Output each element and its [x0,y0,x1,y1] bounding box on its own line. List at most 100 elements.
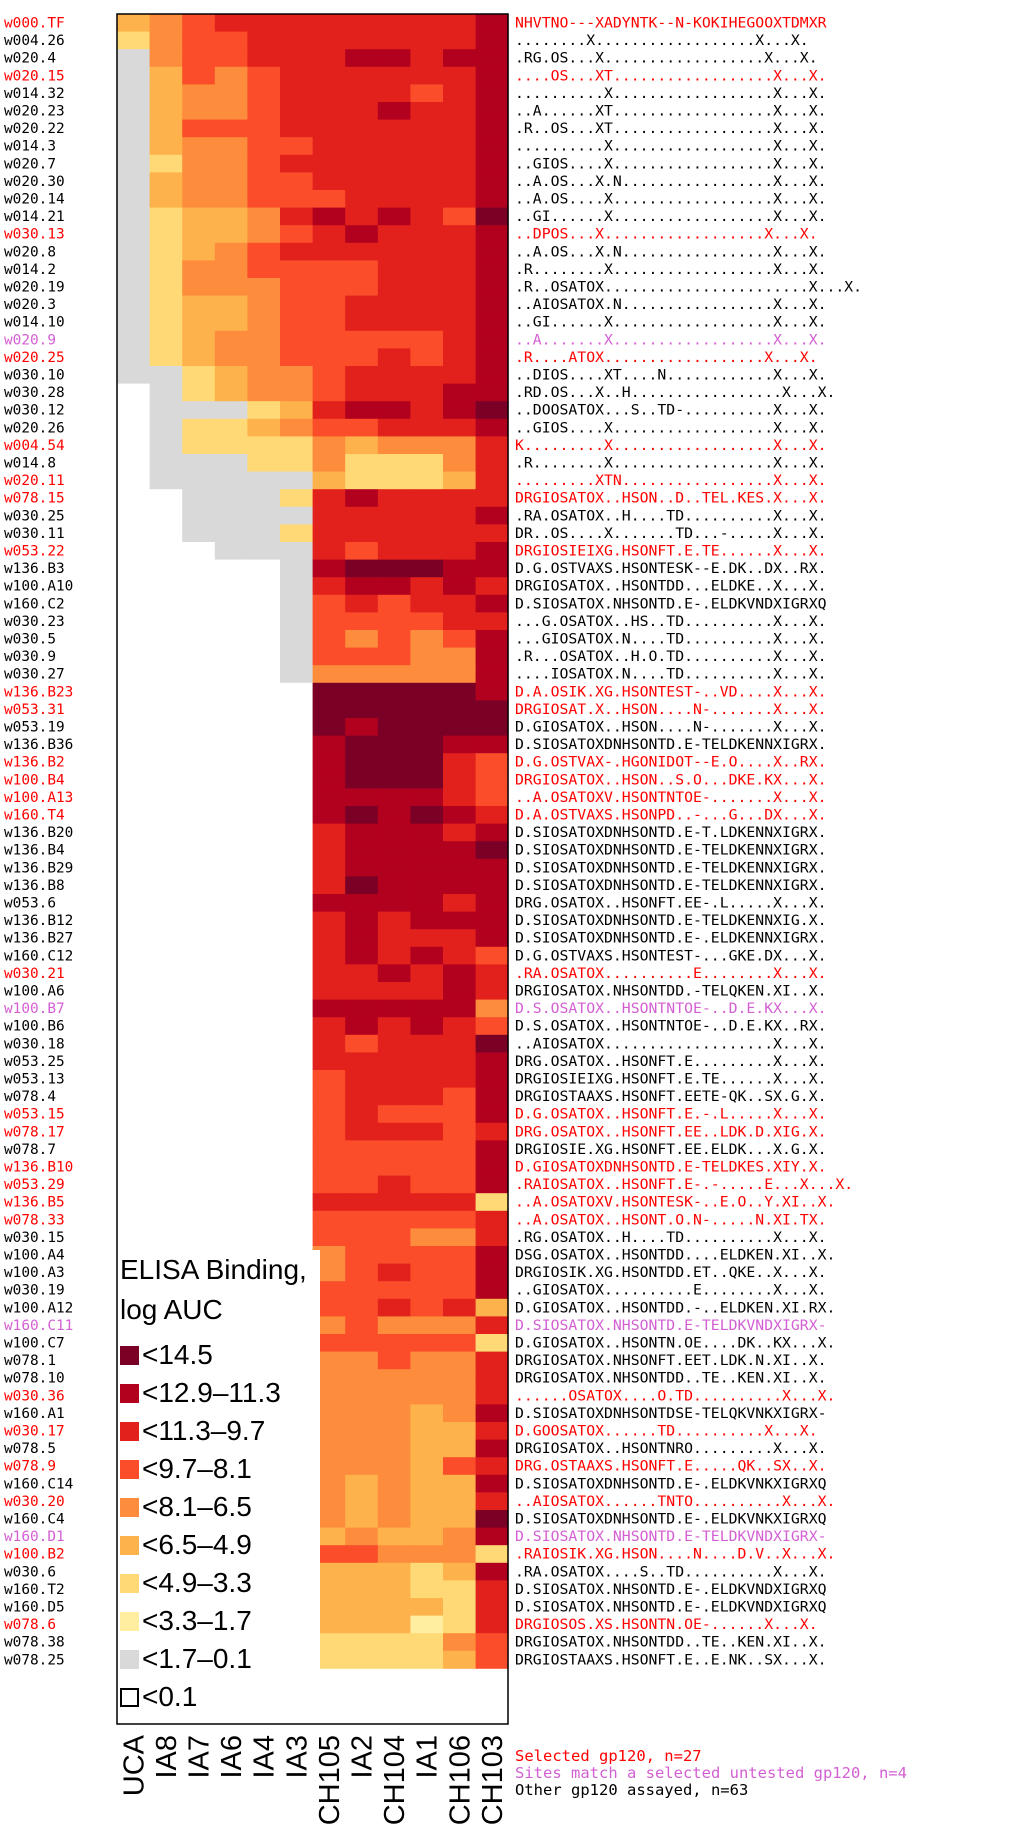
heatmap-cell [117,929,150,948]
heatmap-cell [312,964,346,983]
heatmap-cell [377,1527,411,1546]
heatmap-cell [214,559,248,578]
row-sequence: D.SIOSATOXDNHSONTD.E-.ELDKENNXIGRX. [515,931,827,947]
heatmap-cell [182,506,216,525]
legend-entry: <4.9–3.3 [120,1564,320,1602]
heatmap-cell [214,682,248,701]
row-label: w100.A13 [4,790,73,806]
heatmap-cell [149,454,183,472]
heatmap-cell [410,1281,444,1300]
heatmap-cell [214,102,248,120]
heatmap-cell [443,436,476,455]
row-sequence: D.GIOSATOX..HSONTN.OE....DK..KX...X. [515,1336,835,1352]
heatmap-cell [182,823,216,842]
heatmap-cell [377,682,411,701]
row-label: w078.7 [4,1142,56,1158]
heatmap-cell [247,1122,281,1141]
heatmap-cell [377,225,411,244]
heatmap-cell [377,1105,411,1124]
heatmap-cell [312,1052,346,1071]
heatmap-cell [182,471,216,490]
row-sequence: .RAIOSIK.XG.HSON....N....D.V..X...X. [515,1547,835,1563]
heatmap-cell [312,14,346,32]
heatmap-cell [117,1105,150,1124]
heatmap-cell [280,242,313,261]
heatmap-cell [475,876,509,895]
heatmap-cell [443,1527,476,1546]
heatmap-cell [312,1334,346,1352]
heatmap-cell [377,964,411,983]
heatmap-cell [475,1598,509,1616]
heatmap-cell [475,207,509,226]
heatmap-cell [214,999,248,1018]
heatmap-cell [214,612,248,631]
heatmap-cell [443,1158,476,1176]
heatmap-cell [377,841,411,860]
row-sequence: ..AIOSATOX.N.................X...X. [515,297,827,313]
heatmap-cell [475,1633,509,1652]
heatmap-cell [345,524,379,543]
heatmap-cell [214,1017,248,1036]
heatmap-cell [377,1334,411,1352]
heatmap-cell [443,471,476,490]
heatmap-cell [475,999,509,1018]
heatmap-cell [377,1298,411,1317]
heatmap-cell [410,330,444,349]
heatmap-cell [182,1228,216,1247]
heatmap-cell [410,823,444,842]
heatmap-cell [280,260,313,279]
heatmap-cell [280,1228,313,1247]
heatmap-cell [410,1633,444,1652]
heatmap-cell [312,1193,346,1212]
heatmap-cell [182,876,216,895]
row-sequence: DRGIOSATOX..HSON..D..TEL.KES.X...X. [515,491,827,507]
heatmap-cell [443,735,476,754]
heatmap-cell [377,313,411,332]
heatmap-cell [443,1369,476,1388]
heatmap-cell [312,366,346,384]
heatmap-cell [182,172,216,191]
heatmap-cell [410,190,444,208]
heatmap-cell [345,788,379,807]
heatmap-cell [475,278,509,296]
heatmap-cell [312,1580,346,1599]
heatmap-cell [247,700,281,719]
heatmap-cell [182,295,216,314]
legend-entry: <0.1 [120,1678,320,1716]
row-label: w030.27 [4,667,65,683]
row-sequence: ..DPOS...X..................X...X. [515,227,818,243]
heatmap-cell [377,1545,411,1564]
heatmap-cell [247,770,281,789]
heatmap-cell [312,1070,346,1088]
heatmap-cell [443,1246,476,1264]
heatmap-cell [182,1193,216,1212]
heatmap-cell [345,348,379,367]
heatmap-cell [312,876,346,895]
heatmap-cell [312,682,346,701]
heatmap-cell [443,1404,476,1423]
row-sequence: D.SIOSATOX.NHSONTD.E-.ELDKVNDXIGRXQ [515,596,827,612]
heatmap-cell [214,1210,248,1229]
heatmap-cell [117,753,150,772]
heatmap-cell [345,876,379,895]
heatmap-cell [247,1087,281,1106]
heatmap-cell [149,154,183,173]
heatmap-cell [117,999,150,1018]
column-label: CH103 [477,1735,509,1825]
heatmap-cell [345,1598,379,1616]
heatmap-cell [280,454,313,472]
heatmap-cell [377,1017,411,1036]
heatmap-cell [475,1404,509,1423]
heatmap-cell [377,383,411,402]
heatmap-cell [280,1052,313,1071]
heatmap-cell [149,1158,183,1176]
heatmap-cell [443,1263,476,1282]
heatmap-cell [475,1087,509,1106]
row-label: w020.15 [4,68,65,84]
heatmap-cell [377,295,411,314]
heatmap-cell [312,348,346,367]
heatmap-cell [443,718,476,736]
heatmap-cell [149,207,183,226]
heatmap-cell [475,14,509,32]
row-label: w160.T2 [4,1582,65,1598]
